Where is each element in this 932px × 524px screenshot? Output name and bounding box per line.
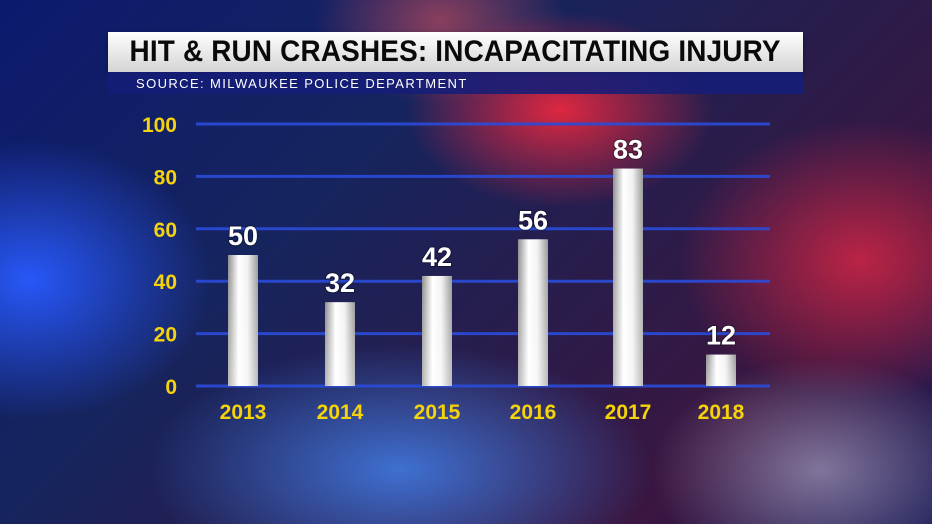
bar-sheen	[613, 168, 643, 386]
x-tick-label: 2015	[414, 401, 461, 424]
chart-title: HIT & RUN CRASHES: INCAPACITATING INJURY	[129, 35, 782, 68]
bars	[228, 168, 736, 386]
data-label: 50	[228, 221, 258, 251]
y-tick-label: 60	[154, 219, 177, 242]
y-axis-ticks: 0 20 40 60 80 100	[142, 114, 177, 399]
data-label: 56	[518, 205, 548, 235]
data-label: 42	[422, 242, 452, 272]
y-tick-label: 0	[165, 376, 177, 399]
gridlines	[196, 122, 770, 388]
x-tick-label: 2016	[510, 401, 557, 424]
x-tick-label: 2018	[698, 401, 745, 424]
x-tick-label: 2017	[605, 401, 652, 424]
bar-sheen	[518, 239, 548, 386]
bar-sheen	[325, 302, 355, 386]
y-tick-label: 80	[154, 166, 177, 189]
y-tick-label: 40	[154, 271, 177, 294]
source-banner: SOURCE: MILWAUKEE POLICE DEPARTMENT	[108, 72, 803, 94]
x-axis-ticks: 2013 2014 2015 2016 2017 2018	[220, 401, 745, 424]
data-labels: 50 32 42 56 83 12	[227, 134, 737, 352]
y-tick-label: 20	[154, 324, 177, 347]
chart-title-banner: HIT & RUN CRASHES: INCAPACITATING INJURY	[108, 32, 803, 72]
source-label: SOURCE: MILWAUKEE POLICE DEPARTMENT	[136, 75, 468, 91]
data-label: 83	[613, 135, 643, 165]
y-tick-label: 100	[142, 114, 177, 137]
data-label: 12	[706, 321, 736, 351]
x-tick-label: 2013	[220, 401, 267, 424]
data-label: 32	[325, 268, 355, 298]
bar-sheen	[422, 275, 452, 386]
x-tick-label: 2014	[317, 401, 364, 424]
bar-sheen	[228, 255, 258, 386]
bar-sheen	[706, 354, 736, 386]
